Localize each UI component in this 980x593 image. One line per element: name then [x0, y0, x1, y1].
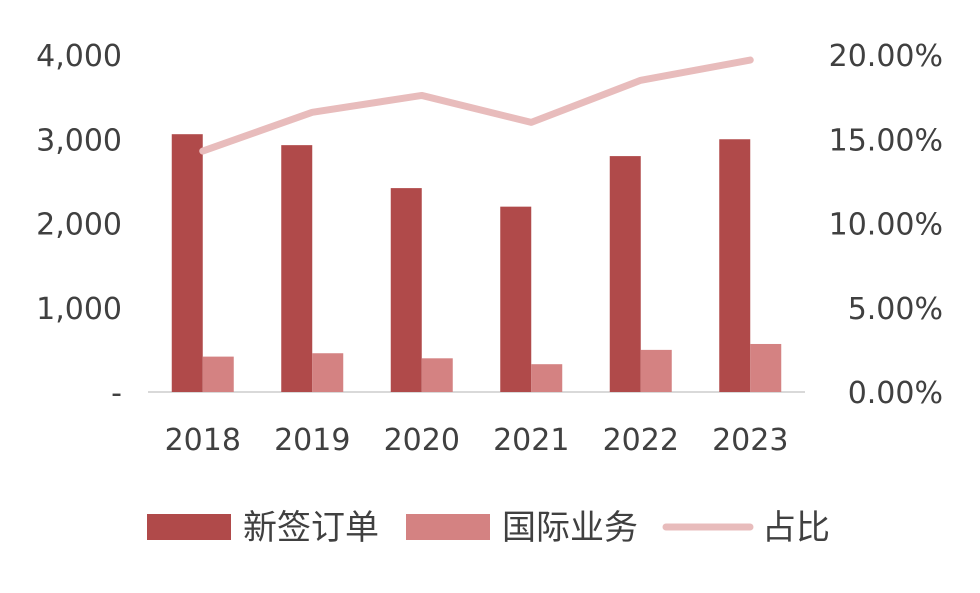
bar-new-orders-2022 [609, 156, 641, 392]
bar-international-2020 [421, 358, 453, 392]
bar-international-2022 [640, 349, 672, 392]
legend-label: 国际业务 [502, 508, 638, 548]
bar-new-orders-2021 [500, 206, 532, 392]
right-tick-label: 10.00% [829, 208, 943, 243]
left-tick-label: 3,000 [36, 123, 122, 158]
bar-international-2018 [202, 356, 234, 392]
ratio-line-layer [199, 56, 754, 155]
ratio-line [199, 56, 754, 155]
x-tick-label: 2022 [603, 423, 679, 458]
bar-international-2019 [312, 353, 344, 392]
legend: 新签订单 国际业务 占比 [147, 508, 830, 548]
x-tick-label: 2019 [274, 423, 350, 458]
bar-new-orders-2018 [171, 134, 203, 392]
x-tick-label: 2018 [165, 423, 241, 458]
legend-label: 占比 [762, 508, 830, 548]
bar-international-2021 [531, 364, 563, 392]
legend-swatch [147, 514, 231, 540]
right-tick-label: 5.00% [848, 292, 943, 327]
bar-new-orders-2019 [281, 145, 313, 392]
x-tick-label: 2023 [712, 423, 788, 458]
x-tick-label: 2020 [384, 423, 460, 458]
left-tick-label: 1,000 [36, 292, 122, 327]
x-tick-label: 2021 [493, 423, 569, 458]
left-tick-label: 4,000 [36, 39, 122, 74]
bars [171, 134, 782, 392]
legend-swatch [406, 514, 490, 540]
legend-label: 新签订单 [243, 508, 379, 548]
right-tick-label: 20.00% [829, 39, 943, 74]
left-tick-label: - [111, 376, 122, 411]
bar-international-2023 [750, 343, 782, 392]
left-axis-ticks: - 1,000 2,000 3,000 4,000 [36, 39, 122, 411]
right-axis-ticks: 0.00% 5.00% 10.00% 15.00% 20.00% [829, 39, 943, 411]
bar-new-orders-2020 [390, 188, 422, 392]
x-axis-ticks: 2018 2019 2020 2021 2022 2023 [165, 423, 789, 458]
right-tick-label: 0.00% [848, 376, 943, 411]
bar-new-orders-2023 [719, 139, 751, 392]
right-tick-label: 15.00% [829, 123, 943, 158]
left-tick-label: 2,000 [36, 208, 122, 243]
